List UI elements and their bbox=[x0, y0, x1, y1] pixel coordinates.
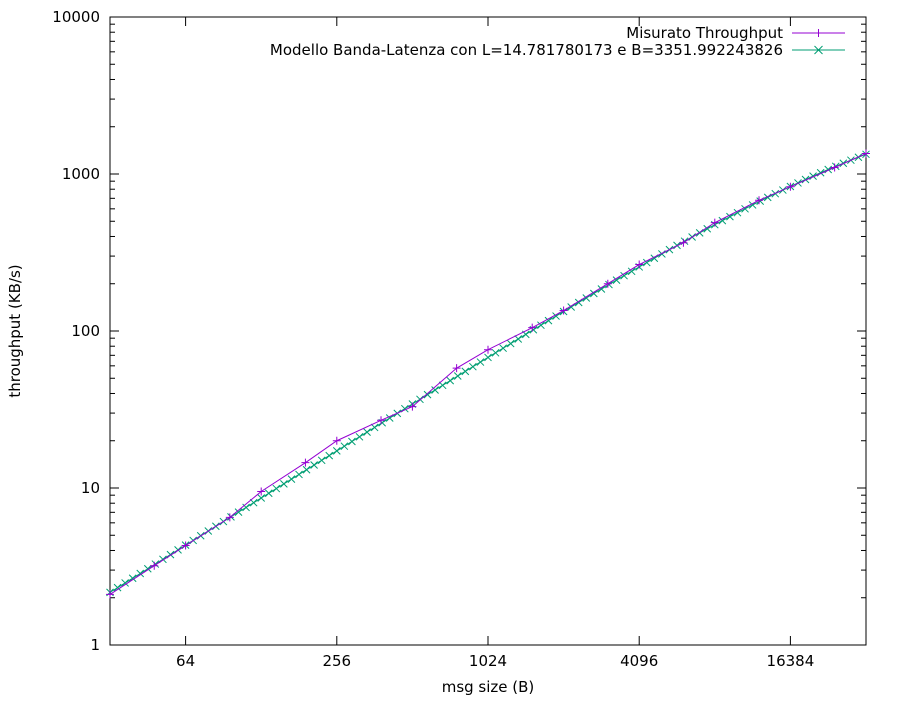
data-point-x bbox=[446, 376, 455, 385]
data-point-plus bbox=[830, 163, 839, 172]
data-point-plus bbox=[603, 279, 612, 288]
data-point-x bbox=[612, 276, 621, 284]
data-point-x bbox=[128, 574, 137, 583]
data-point-x bbox=[469, 362, 477, 371]
data-point-x bbox=[814, 45, 823, 55]
data-point-x bbox=[242, 503, 250, 512]
data-point-x bbox=[363, 428, 371, 436]
data-point-x bbox=[431, 386, 439, 394]
x-tick-label: 64 bbox=[176, 652, 195, 670]
y-tick-label: 1000 bbox=[62, 165, 100, 183]
data-point-x bbox=[809, 172, 817, 180]
y-axis-label: throughput (KB/s) bbox=[6, 264, 24, 397]
data-point-x bbox=[295, 470, 303, 479]
data-point-plus bbox=[635, 260, 644, 269]
data-point-x bbox=[340, 442, 349, 451]
data-point-plus bbox=[755, 196, 764, 205]
series-layer bbox=[106, 149, 870, 599]
x-tick-label: 16384 bbox=[767, 652, 815, 670]
data-point-plus bbox=[332, 436, 341, 445]
series-line-measured bbox=[109, 153, 867, 595]
data-point-x bbox=[317, 456, 326, 465]
x-tick-label: 4096 bbox=[620, 652, 658, 670]
data-point-x bbox=[620, 271, 628, 280]
data-point-x bbox=[484, 353, 492, 362]
y-tick-label: 100 bbox=[71, 322, 100, 340]
data-point-x bbox=[348, 437, 356, 446]
x-tick-label: 1024 bbox=[469, 652, 507, 670]
data-point-plus bbox=[452, 364, 461, 373]
x-axis-label: msg size (B) bbox=[442, 678, 535, 696]
data-point-x bbox=[801, 175, 810, 184]
y-tick-label: 1 bbox=[90, 636, 100, 654]
data-point-x bbox=[264, 489, 273, 498]
data-point-plus bbox=[181, 541, 190, 550]
data-point-plus bbox=[862, 149, 870, 158]
data-point-x bbox=[332, 447, 341, 455]
data-point-x bbox=[325, 451, 334, 460]
data-point-plus bbox=[408, 402, 417, 411]
series-measured bbox=[106, 149, 870, 599]
data-point-plus bbox=[225, 513, 234, 522]
y-tick-label: 10000 bbox=[52, 8, 100, 26]
data-point-x bbox=[113, 583, 122, 592]
data-point-x bbox=[605, 280, 613, 289]
series-line-model bbox=[109, 153, 867, 593]
data-point-plus bbox=[528, 323, 537, 332]
data-point-plus bbox=[559, 306, 568, 315]
data-point-plus bbox=[301, 458, 310, 467]
data-point-x bbox=[234, 508, 243, 516]
data-point-plus bbox=[710, 218, 719, 227]
data-point-plus bbox=[679, 238, 688, 247]
data-point-x bbox=[658, 250, 666, 258]
data-point-x bbox=[287, 475, 296, 483]
legend-label: Modello Banda-Latenza con L=14.781780173… bbox=[270, 41, 783, 59]
data-point-x bbox=[476, 358, 485, 366]
data-point-x bbox=[257, 494, 266, 502]
data-point-x bbox=[544, 316, 553, 325]
data-point-plus bbox=[814, 29, 823, 37]
data-point-x bbox=[355, 432, 364, 441]
legend-entry: Modello Banda-Latenza con L=14.781780173… bbox=[270, 41, 845, 59]
ticks-layer: 64 256 1024 4096 16384 1 10 100 1000 10000 bbox=[52, 8, 866, 670]
data-point-plus bbox=[106, 590, 114, 599]
data-point-x bbox=[121, 579, 129, 587]
data-point-x bbox=[310, 461, 318, 469]
series-model bbox=[106, 150, 870, 597]
y-tick-label: 10 bbox=[81, 479, 100, 497]
data-point-x bbox=[499, 344, 507, 353]
data-point-x bbox=[370, 423, 379, 432]
data-point-plus bbox=[150, 561, 159, 570]
data-point-plus bbox=[377, 416, 386, 425]
data-point-x bbox=[280, 479, 288, 488]
legend-entry: Misurato Throughput bbox=[626, 24, 845, 42]
data-point-x bbox=[461, 367, 470, 376]
data-point-x bbox=[249, 498, 258, 507]
data-point-x bbox=[718, 216, 727, 225]
data-point-x bbox=[537, 321, 545, 330]
x-tick-label: 256 bbox=[322, 652, 351, 670]
data-point-x bbox=[302, 465, 311, 474]
data-point-x bbox=[506, 339, 515, 348]
data-point-x bbox=[627, 267, 636, 276]
legend-label: Misurato Throughput bbox=[626, 24, 783, 42]
data-point-x bbox=[423, 390, 432, 399]
data-point-x bbox=[272, 484, 281, 493]
data-point-x bbox=[491, 348, 500, 357]
data-point-x bbox=[831, 162, 840, 171]
data-point-plus bbox=[257, 487, 266, 496]
data-point-x bbox=[642, 258, 651, 267]
plot-frame bbox=[109, 16, 867, 646]
data-point-plus bbox=[484, 345, 492, 354]
data-point-plus bbox=[786, 182, 795, 191]
data-point-x bbox=[453, 372, 462, 380]
data-point-x bbox=[514, 335, 523, 343]
